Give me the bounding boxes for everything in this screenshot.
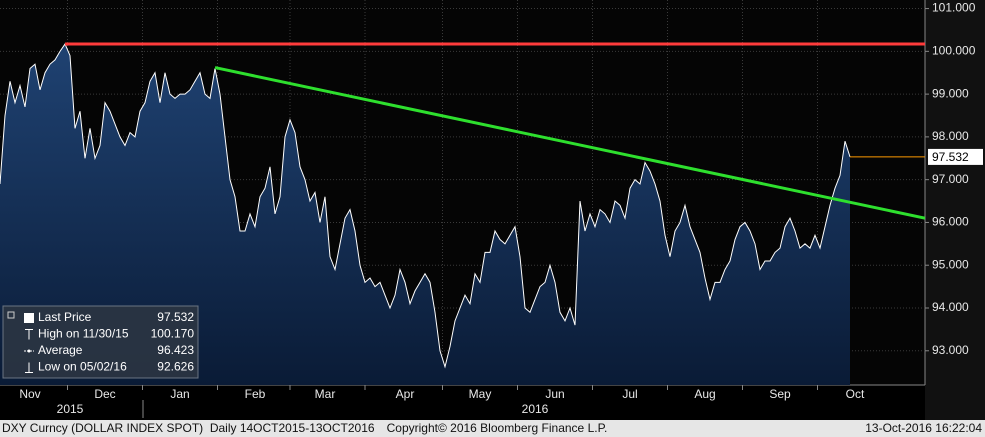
y-tick-label: 100.000 bbox=[932, 44, 976, 58]
y-tick-label: 97.000 bbox=[932, 172, 969, 186]
y-tick-label: 99.000 bbox=[932, 86, 969, 100]
x-tick-label: Apr bbox=[396, 387, 415, 401]
legend-value: 100.170 bbox=[151, 327, 195, 341]
x-tick-label: Jul bbox=[622, 387, 637, 401]
footer-left: DXY Curncy (DOLLAR INDEX SPOT) Daily 14O… bbox=[2, 421, 375, 435]
footer-center: Copyright© 2016 Bloomberg Finance L.P. bbox=[387, 421, 608, 435]
last-price-label: 97.532 bbox=[932, 150, 969, 164]
legend-label: Last Price bbox=[38, 310, 92, 324]
y-tick-label: 94.000 bbox=[932, 300, 969, 314]
x-tick-label: Mar bbox=[315, 387, 336, 401]
legend-value: 97.532 bbox=[157, 310, 194, 324]
x-tick-label: Feb bbox=[245, 387, 266, 401]
x-tick-label: Oct bbox=[846, 387, 865, 401]
x-tick-label: Nov bbox=[19, 387, 40, 401]
year-label: 2015 bbox=[57, 402, 84, 416]
legend-label: High on 11/30/15 bbox=[38, 327, 129, 341]
legend-box bbox=[2, 305, 199, 379]
y-tick-label: 98.000 bbox=[932, 129, 969, 143]
legend-value: 92.626 bbox=[157, 360, 194, 374]
legend-value: 96.423 bbox=[157, 343, 194, 357]
x-tick-label: Jun bbox=[545, 387, 564, 401]
x-tick-label: May bbox=[469, 387, 492, 401]
last-price-box bbox=[928, 148, 983, 165]
trendline bbox=[214, 66, 926, 220]
year-label: 2016 bbox=[522, 402, 549, 416]
legend: Last Price 97.532 High on 11/30/15 100.170 A… bbox=[2, 305, 199, 379]
legend-icon bbox=[24, 313, 34, 323]
y-tick-label: 101.000 bbox=[932, 1, 976, 15]
y-tick-label: 95.000 bbox=[932, 257, 969, 271]
x-tick-label: Sep bbox=[769, 387, 791, 401]
footer-background bbox=[0, 420, 985, 437]
y-tick-label: 96.000 bbox=[932, 215, 969, 229]
x-tick-label: Dec bbox=[94, 387, 115, 401]
price-line bbox=[0, 43, 851, 369]
footer-right: 13-Oct-2016 16:22:04 bbox=[865, 421, 982, 435]
y-tick-label: 93.000 bbox=[932, 343, 969, 357]
x-tick-label: Jan bbox=[170, 387, 189, 401]
x-tick-label: Aug bbox=[694, 387, 715, 401]
axis-background bbox=[925, 0, 985, 420]
area-fill bbox=[0, 44, 850, 386]
legend-collapse bbox=[7, 311, 15, 319]
legend-icon bbox=[27, 349, 31, 353]
legend-label: Average bbox=[38, 343, 83, 357]
legend-label: Low on 05/02/16 bbox=[38, 360, 127, 374]
